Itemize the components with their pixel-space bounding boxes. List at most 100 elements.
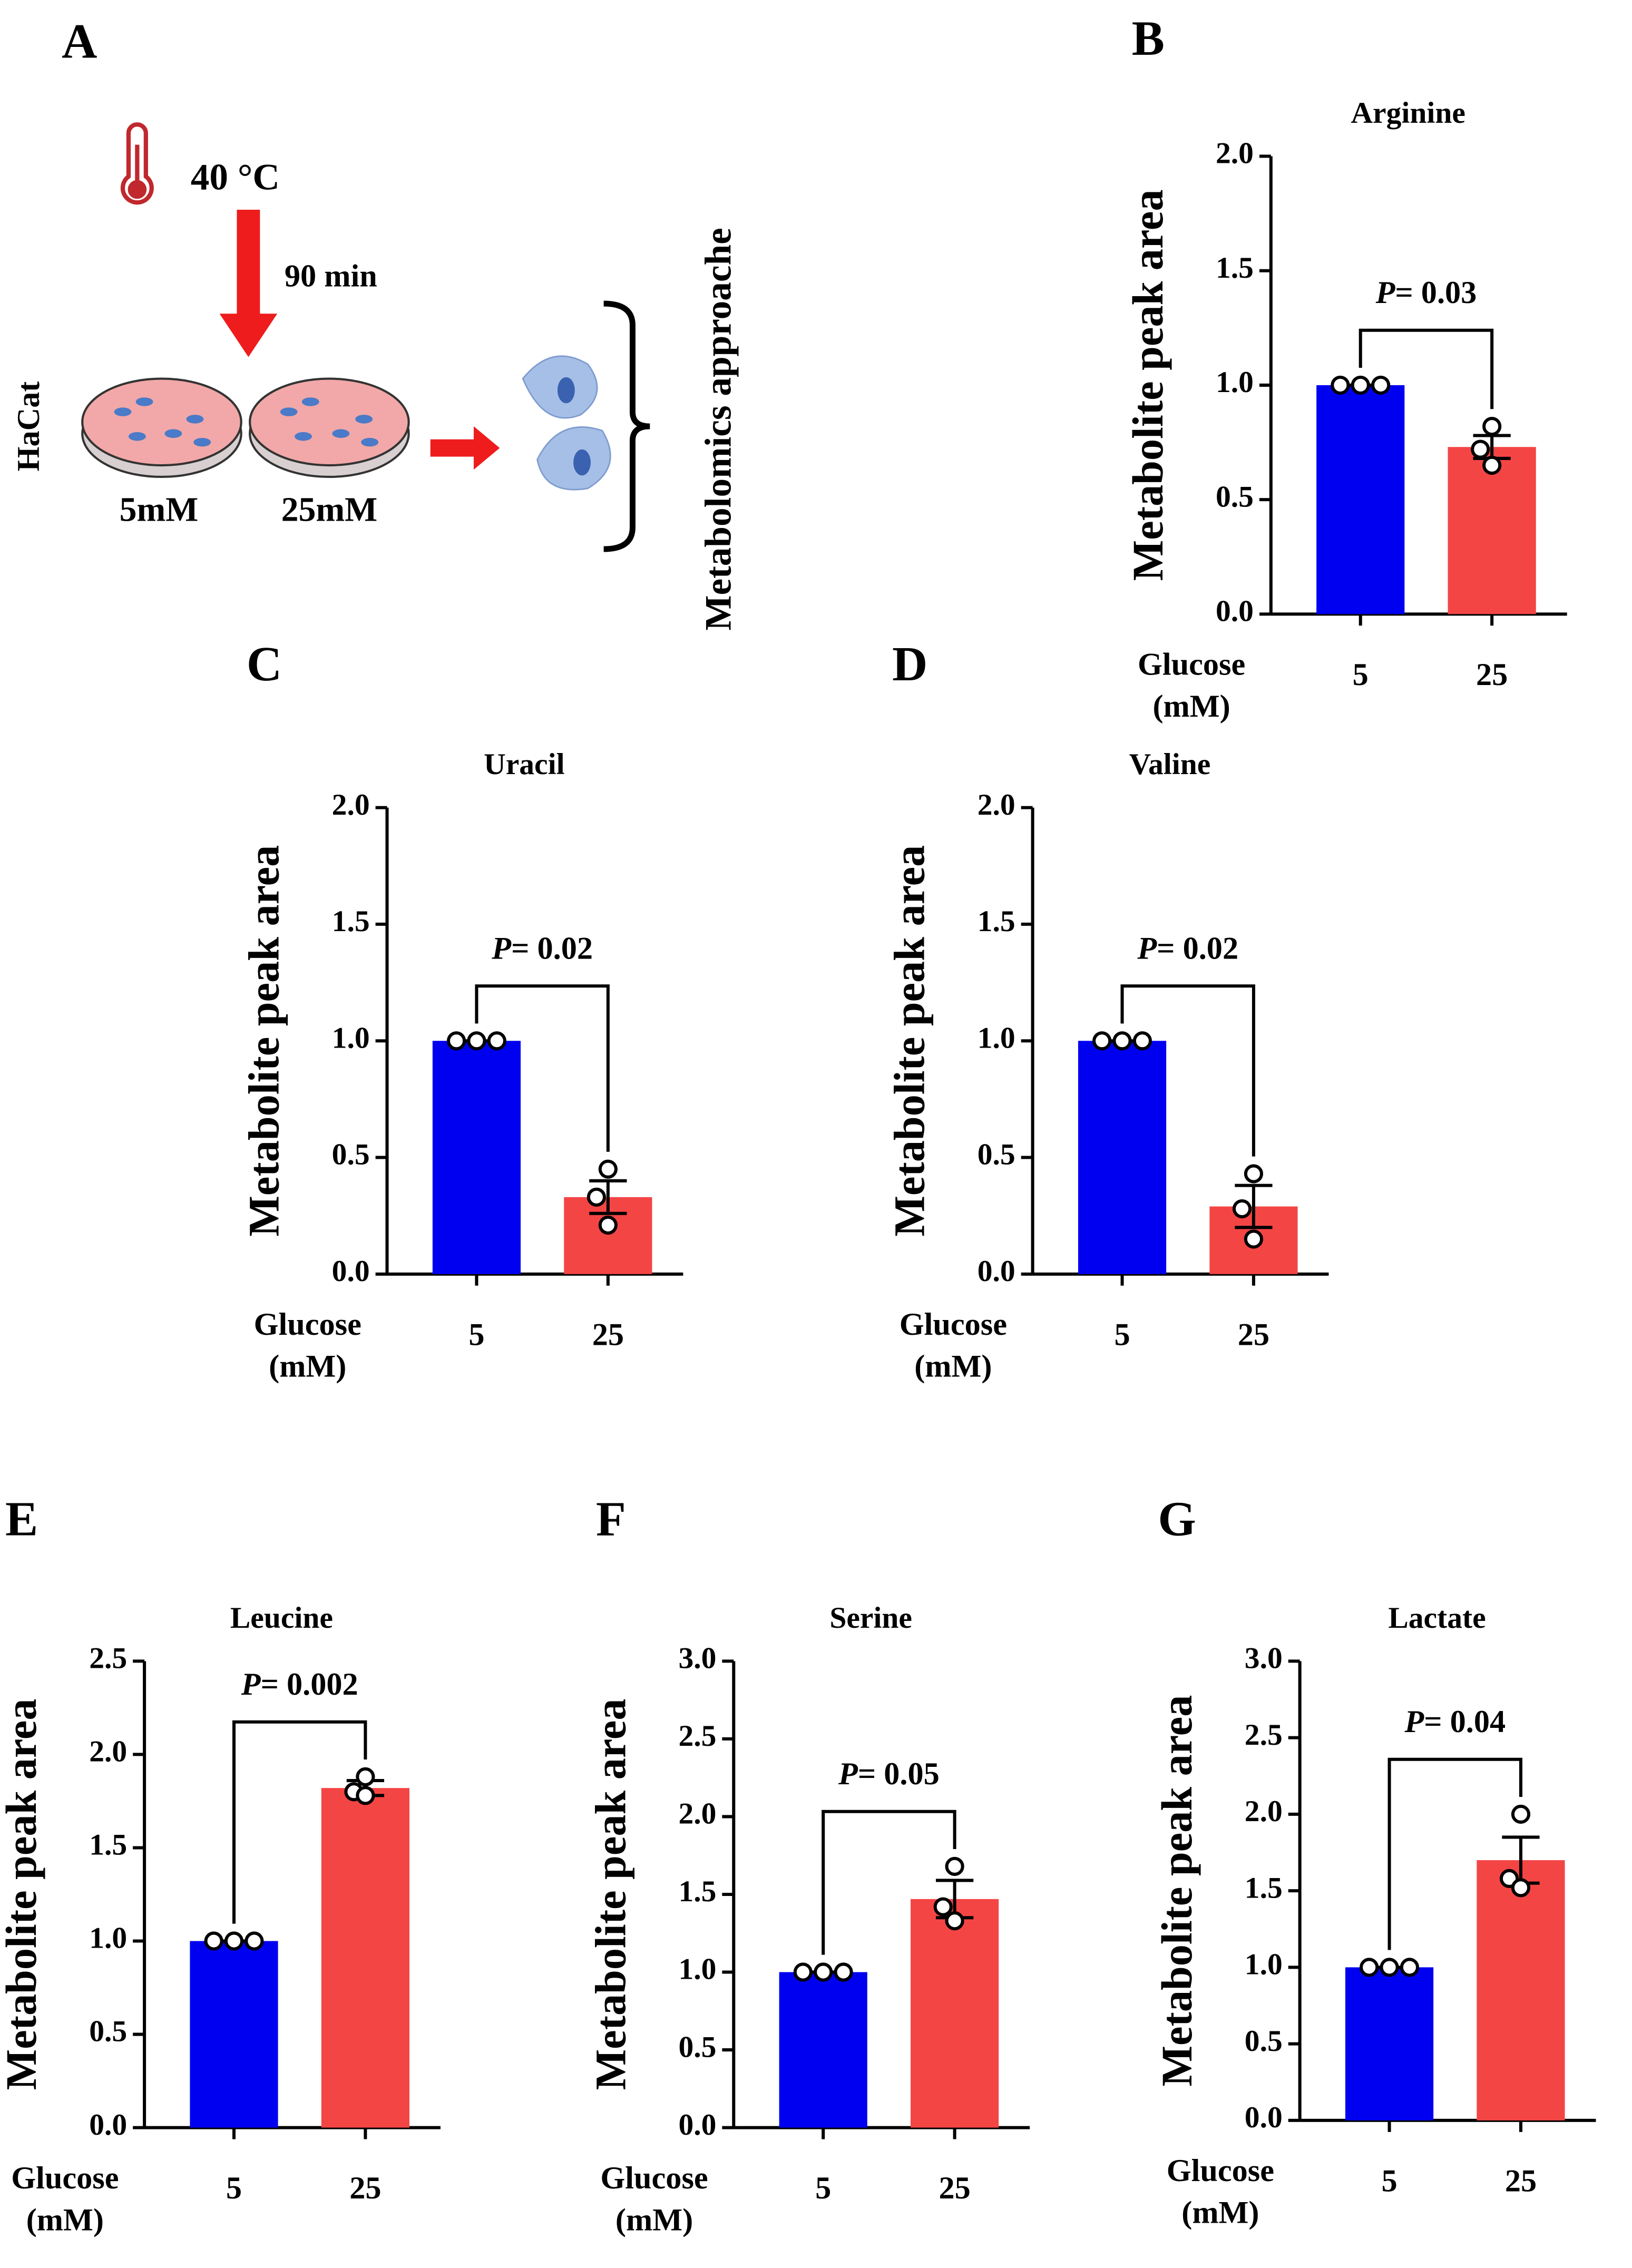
- error-bar: [589, 1179, 627, 1215]
- y-axis-label: Metabolite peak area: [886, 845, 934, 1237]
- data-point: [834, 1962, 853, 1982]
- panel-letter: A: [62, 15, 97, 69]
- brace: [603, 300, 650, 552]
- data-point: [945, 1856, 964, 1876]
- bar: [1448, 447, 1536, 614]
- y-tick-label: 0.5: [332, 1138, 370, 1171]
- dish-label: 25mM: [281, 491, 378, 529]
- data-point: [814, 1962, 833, 1982]
- data-point: [1511, 1804, 1531, 1824]
- data-point: [1331, 375, 1350, 395]
- y-tick-label: 1.5: [89, 1829, 127, 1862]
- y-tick-label: 1.0: [1245, 1948, 1283, 1981]
- x-tick-label: 25: [592, 1317, 624, 1352]
- duration-label: 90 min: [285, 258, 377, 294]
- data-point: [945, 1911, 964, 1931]
- x-axis-label: Glucose: [254, 1307, 361, 1342]
- data-point: [245, 1931, 264, 1951]
- data-point: [1380, 1958, 1399, 1977]
- x-tick-label: 25: [1505, 2163, 1537, 2198]
- data-point: [356, 1786, 375, 1805]
- thermometer-icon: [120, 122, 154, 205]
- significance-bracket: [822, 1810, 956, 1955]
- x-tick-label: 25: [1476, 657, 1508, 692]
- significance-bracket: [232, 1720, 367, 1924]
- y-tick-label: 3.0: [678, 1642, 716, 1675]
- data-point: [1360, 1958, 1379, 1977]
- data-point: [224, 1931, 244, 1951]
- panel-letter: D: [892, 637, 927, 691]
- y-tick-label: 2.0: [332, 788, 370, 822]
- y-tick-label: 1.0: [89, 1922, 127, 1955]
- y-tick-label: 1.0: [678, 1953, 716, 1986]
- chart-panel: G Lactate Metabolite peak area Glucose (mM) 0…: [1153, 1492, 1596, 2231]
- data-point: [1482, 455, 1502, 475]
- data-point: [598, 1159, 618, 1179]
- y-tick-label: 0.5: [978, 1138, 1015, 1171]
- data-point: [204, 1931, 223, 1951]
- panel-letter: C: [247, 637, 282, 691]
- chart-title: Serine: [829, 1601, 912, 1635]
- x-tick-label: 5: [1114, 1317, 1130, 1352]
- chart-title: Lactate: [1388, 1601, 1486, 1635]
- y-tick-label: 2.5: [89, 1642, 127, 1675]
- panel-letter: B: [1132, 12, 1165, 66]
- y-tick-label: 0.0: [678, 2108, 716, 2142]
- bar: [911, 1899, 999, 2128]
- significance-bracket: [1120, 984, 1255, 1157]
- chart-panel: F Serine Metabolite peak area Glucose (mM) 0.…: [587, 1492, 1030, 2237]
- y-tick-label: 2.0: [978, 788, 1015, 822]
- x-axis-label: (mM): [1181, 2195, 1259, 2231]
- error-bar: [1235, 1184, 1273, 1229]
- y-axis-label: Metabolite peak area: [240, 845, 288, 1237]
- data-point: [793, 1962, 813, 1982]
- data-point: [1471, 439, 1490, 459]
- data-point: [933, 1897, 953, 1917]
- x-axis-label: Glucose: [1138, 647, 1245, 682]
- bar: [432, 1041, 521, 1274]
- x-axis-label: Glucose: [900, 1307, 1007, 1342]
- p-value-label: P= 0.02: [491, 931, 593, 966]
- y-tick-label: 2.0: [89, 1735, 127, 1768]
- y-axis-label: Metabolite peak area: [0, 1699, 45, 2090]
- chart-panel: D Valine Metabolite peak area Glucose (mM) 0.…: [886, 637, 1329, 1384]
- data-point: [1132, 1031, 1152, 1051]
- y-tick-label: 1.0: [978, 1021, 1015, 1054]
- x-axis-label: (mM): [615, 2202, 693, 2237]
- x-tick-label: 5: [468, 1317, 484, 1352]
- x-tick-label: 25: [939, 2171, 970, 2206]
- bar: [1316, 385, 1405, 614]
- x-tick-label: 25: [1238, 1317, 1269, 1352]
- output-label: Metabolomics approache: [698, 228, 739, 631]
- cells-icon: [522, 355, 611, 491]
- panel-letter: F: [596, 1492, 626, 1546]
- data-point: [1351, 375, 1370, 395]
- p-value-label: P= 0.04: [1404, 1704, 1506, 1739]
- y-axis-label: Metabolite peak area: [1153, 1695, 1201, 2087]
- y-tick-label: 2.0: [678, 1797, 716, 1831]
- y-tick-label: 1.5: [332, 905, 370, 938]
- bar: [1345, 1967, 1434, 2120]
- y-tick-label: 0.5: [678, 2030, 716, 2064]
- y-tick-label: 2.5: [1245, 1718, 1283, 1752]
- down-arrow: [219, 209, 278, 357]
- cell-line-label: HaCat: [11, 382, 46, 472]
- data-point: [467, 1031, 486, 1051]
- chart-panel: C Uracil Metabolite peak area Glucose (mM) 0.…: [240, 637, 683, 1384]
- chart-title: Valine: [1129, 748, 1211, 781]
- significance-bracket: [1359, 328, 1494, 409]
- data-point: [1482, 417, 1502, 436]
- significance-bracket: [475, 984, 610, 1152]
- y-tick-label: 0.5: [1245, 2025, 1283, 2058]
- y-tick-label: 1.5: [978, 905, 1015, 938]
- p-value-label: P= 0.02: [1137, 931, 1238, 966]
- y-tick-label: 1.5: [678, 1875, 716, 1908]
- x-tick-label: 5: [1353, 657, 1369, 692]
- data-point: [587, 1187, 607, 1207]
- y-tick-label: 2.0: [1245, 1795, 1283, 1828]
- panel-letter: E: [5, 1492, 38, 1546]
- chart-title: Uracil: [484, 748, 564, 781]
- chart-panel: E Leucine Metabolite peak area Glucose (mM) 0…: [0, 1492, 441, 2237]
- data-point: [1400, 1958, 1420, 1977]
